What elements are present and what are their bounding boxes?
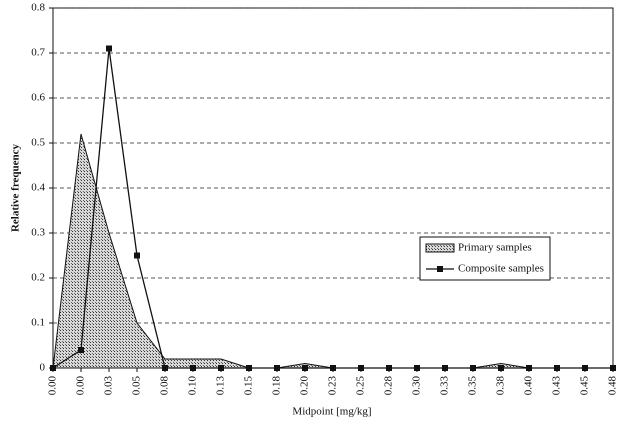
- x-tick-label: 0.28: [383, 376, 395, 396]
- marker: [134, 252, 140, 259]
- line: [52, 48, 613, 369]
- x-tick-label: 0.00: [47, 376, 59, 396]
- x-tick-label: 0.48: [607, 376, 619, 396]
- marker: [386, 365, 392, 371]
- y-tick-label: 0.5: [31, 137, 45, 149]
- marker: [190, 365, 196, 371]
- marker: [302, 365, 308, 371]
- x-tick-label: 0.05: [131, 376, 143, 396]
- x-tick-label: 0.18: [271, 376, 283, 396]
- x-tick-label: 0.10: [187, 376, 199, 396]
- y-tick-label: 0.2: [31, 272, 45, 284]
- x-tick-label: 0.40: [523, 376, 535, 396]
- y-tick-label: 0: [40, 362, 46, 374]
- x-tick-label: 0.25: [355, 376, 367, 396]
- x-tick-label: 0.30: [411, 376, 423, 396]
- legend-label: Primary samples: [458, 242, 532, 254]
- y-tick-label: 0.6: [31, 92, 45, 104]
- marker: [582, 365, 588, 371]
- x-tick-label: 0.38: [495, 376, 507, 396]
- x-tick-label: 0.23: [327, 376, 339, 396]
- marker: [358, 365, 364, 371]
- marker: [442, 365, 448, 371]
- y-tick-label: 0.4: [31, 182, 45, 194]
- marker: [610, 365, 616, 371]
- marker: [470, 365, 476, 371]
- x-tick-label: 0.20: [299, 376, 311, 396]
- legend-label: Composite samples: [458, 263, 544, 275]
- x-tick-label: 0.03: [103, 376, 115, 396]
- x-tick-label: 0.08: [159, 376, 171, 396]
- y-axis-label: Relative frequency: [10, 143, 22, 232]
- marker: [162, 365, 168, 371]
- x-axis-label: Midpoint [mg/kg]: [292, 406, 371, 418]
- x-tick-label: 0.43: [551, 376, 563, 396]
- marker: [246, 365, 252, 371]
- y-tick-label: 0.8: [31, 2, 45, 14]
- x-tick-label: 0.35: [467, 376, 479, 396]
- marker: [330, 365, 336, 371]
- x-tick-label: 0.13: [215, 376, 227, 396]
- marker: [218, 365, 224, 371]
- x-tick-label: 0.15: [243, 376, 255, 396]
- marker: [498, 365, 504, 371]
- marker: [414, 365, 420, 371]
- y-tick-label: 0.3: [31, 227, 45, 239]
- x-tick-label: 0.00: [75, 376, 87, 396]
- marker: [106, 45, 112, 52]
- marker: [78, 347, 84, 353]
- y-tick-label: 0.7: [31, 47, 45, 59]
- x-tick-label: 0.33: [439, 376, 451, 396]
- y-tick-label: 0.1: [31, 317, 45, 329]
- x-tick-label: 0.45: [579, 376, 591, 396]
- marker: [274, 365, 280, 371]
- legend-marker: [437, 266, 443, 272]
- legend-swatch: [425, 243, 455, 253]
- marker: [50, 365, 56, 371]
- marker: [554, 365, 560, 371]
- marker: [526, 365, 532, 371]
